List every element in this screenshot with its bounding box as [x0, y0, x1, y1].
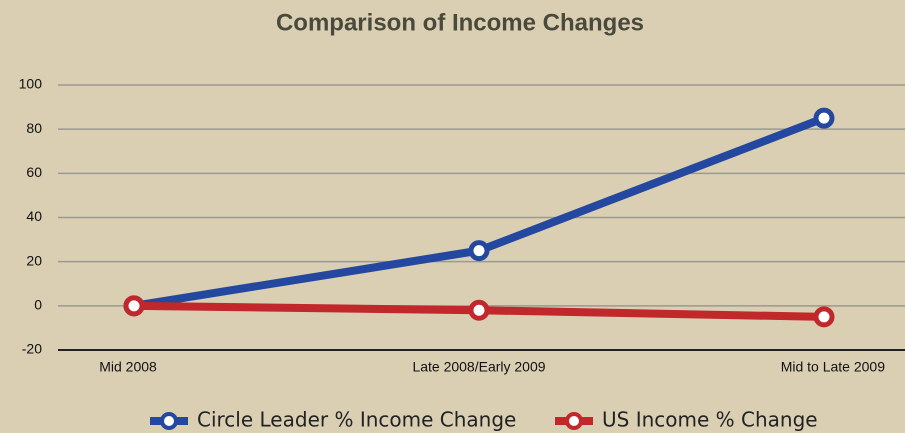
- legend-item: Circle Leader % Income Change: [150, 408, 516, 432]
- legend-label: Circle Leader % Income Change: [197, 408, 516, 432]
- point-marker: [813, 306, 835, 328]
- legend-marker: [160, 412, 178, 430]
- point-marker: [468, 299, 490, 321]
- chart-title: Comparison of Income Changes: [276, 9, 644, 36]
- y-tick-label: 100: [19, 76, 43, 92]
- y-tick-label: -20: [22, 341, 42, 357]
- legend-label: US Income % Change: [602, 408, 818, 432]
- x-tick-label: Mid 2008: [99, 359, 157, 375]
- point-marker: [813, 107, 835, 129]
- y-tick-label: 0: [34, 297, 42, 313]
- point-marker: [123, 295, 145, 317]
- y-tick-label: 60: [26, 164, 42, 180]
- legend-item: US Income % Change: [555, 408, 818, 432]
- legend-marker: [565, 412, 583, 430]
- y-tick-label: 40: [26, 208, 42, 224]
- y-tick-label: 20: [26, 252, 42, 268]
- x-tick-label: Mid to Late 2009: [781, 359, 886, 375]
- point-marker: [468, 240, 490, 262]
- y-tick-label: 80: [26, 120, 42, 136]
- x-tick-label: Late 2008/Early 2009: [412, 359, 545, 375]
